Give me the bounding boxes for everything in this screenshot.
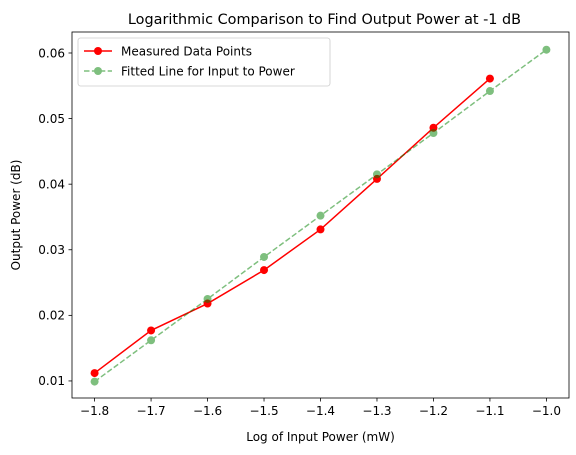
data-point [90,377,99,386]
legend-marker [94,67,102,75]
y-tick-label: 0.05 [38,112,65,126]
legend-swatch [84,47,112,55]
data-point [147,336,156,345]
legend-label: Fitted Line for Input to Power [121,64,295,78]
plot-frame [71,31,570,399]
y-tick-label: 0.02 [38,309,65,323]
legend-label: Measured Data Points [121,44,252,58]
data-point [90,369,99,378]
x-tick-label: −1.7 [136,404,165,418]
y-tick-label: 0.06 [38,46,65,60]
y-tick-label: 0.01 [38,374,65,388]
data-point [429,129,438,138]
x-tick-label: −1.2 [419,404,448,418]
legend-entry-1: Fitted Line for Input to Power [84,64,295,78]
data-point [316,211,325,220]
y-axis-label: Output Power (dB) [9,160,23,271]
y-tick-label: 0.04 [38,177,65,191]
x-tick-label: −1.3 [362,404,391,418]
x-tick-label: −1.1 [475,404,504,418]
legend-box [77,37,331,87]
ticks-layer: −1.8 −1.7 −1.6 −1.5 −1.4 −1.3 −1.2 −1.1 −1.0 0.01… [38,46,561,418]
legend-swatch [84,67,112,75]
x-tick-label: −1.6 [193,404,222,418]
y-tick-label: 0.03 [38,243,65,257]
data-point [260,266,269,275]
x-tick-label: −1.4 [306,404,335,418]
data-point [372,170,381,179]
data-point [485,87,494,96]
data-point [203,294,212,303]
x-tick-label: −1.0 [532,404,561,418]
data-point [147,326,156,335]
data-point [542,45,551,54]
series-1 [90,45,551,386]
x-tick-label: −1.8 [80,404,109,418]
x-axis-label: Log of Input Power (mW) [246,430,395,444]
legend-marker [94,47,102,55]
x-tick-label: −1.5 [249,404,278,418]
data-point [485,74,494,83]
data-point [316,225,325,234]
legend-entry-0: Measured Data Points [84,44,252,58]
data-point [260,252,269,261]
legend: Measured Data Points Fitted Line for Inpu… [77,37,331,87]
chart-title: Logarithmic Comparison to Find Output Po… [128,12,521,28]
series-line [94,78,491,374]
series-layer [90,45,551,386]
